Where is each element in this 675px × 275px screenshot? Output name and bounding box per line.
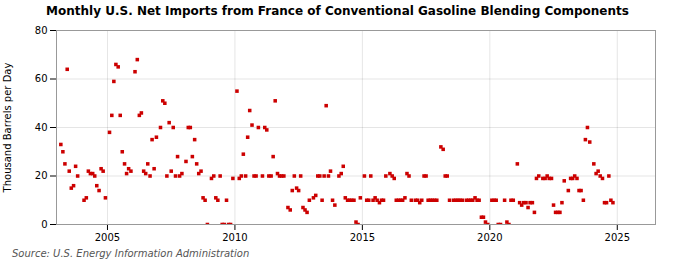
svg-text:2015: 2015 [350, 232, 375, 243]
html-text:Source: U.S. Energy Informatio: Source: U.S. Energy Information Administ… [12, 248, 250, 259]
svg-text:2020: 2020 [477, 232, 502, 243]
svg-text:2025: 2025 [605, 232, 630, 243]
svg-text:0: 0 [41, 219, 47, 230]
svg-text:Thousand Barrels per Day: Thousand Barrels per Day [2, 63, 13, 194]
svg-text:2010: 2010 [222, 232, 247, 243]
svg-text:40: 40 [35, 122, 48, 133]
svg-text:80: 80 [35, 25, 48, 36]
svg-text:20: 20 [35, 170, 48, 181]
svg-text:60: 60 [35, 73, 48, 84]
svg-text:2005: 2005 [95, 232, 120, 243]
html-text:Monthly U.S. Net Imports from: Monthly U.S. Net Imports from France of … [46, 4, 629, 18]
